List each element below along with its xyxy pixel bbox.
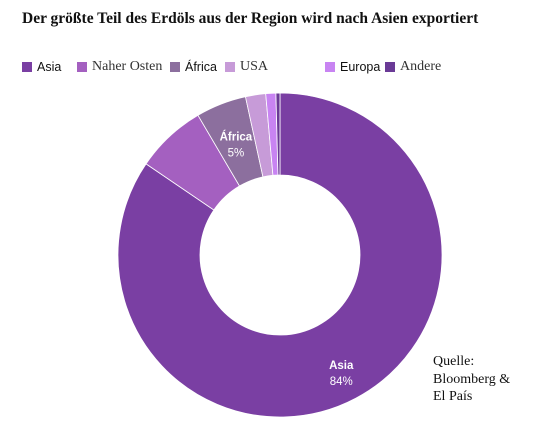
slice-labels: Asia 84% África 5%: [220, 130, 354, 387]
legend-label-naher-osten: Naher Osten: [92, 59, 163, 74]
legend-swatch-africa: [170, 62, 180, 72]
source-line-2: Bloomberg &: [433, 371, 511, 387]
source-line-1: Quelle:: [433, 354, 475, 369]
slice-label-name: África: [220, 130, 253, 143]
slice-label-name: Asia: [329, 360, 354, 372]
chart-title: Der größte Teil des Erdöls aus der Regio…: [22, 10, 479, 27]
source-line-3: El País: [433, 389, 473, 404]
slice-asia[interactable]: [117, 92, 443, 418]
legend: Asia Naher Osten África USA Europa Ander…: [22, 56, 542, 78]
source-note: Quelle: Bloomberg & El País: [433, 353, 543, 406]
legend-label-andere: Andere: [400, 59, 442, 74]
legend-item-usa[interactable]: USA: [225, 56, 268, 78]
donut-slices: [117, 92, 443, 418]
slice-andere[interactable]: [275, 92, 281, 176]
legend-item-asia[interactable]: Asia: [22, 56, 61, 78]
legend-label-europa: Europa: [340, 60, 381, 74]
legend-item-naher-osten[interactable]: Naher Osten: [77, 56, 162, 78]
legend-swatch-europa: [325, 62, 335, 72]
slice-label-value: 5%: [228, 147, 245, 159]
legend-swatch-asia: [22, 62, 32, 72]
legend-item-africa[interactable]: África: [170, 56, 217, 78]
legend-label-africa: África: [185, 60, 217, 74]
legend-swatch-naher-osten: [77, 62, 87, 72]
legend-item-europa[interactable]: Europa: [325, 56, 380, 78]
slice-label-value: 84%: [330, 376, 353, 388]
legend-item-andere[interactable]: Andere: [385, 56, 441, 78]
legend-label-asia: Asia: [37, 60, 62, 74]
legend-swatch-andere: [385, 62, 395, 72]
legend-swatch-usa: [225, 62, 235, 72]
legend-label-usa: USA: [240, 59, 269, 74]
